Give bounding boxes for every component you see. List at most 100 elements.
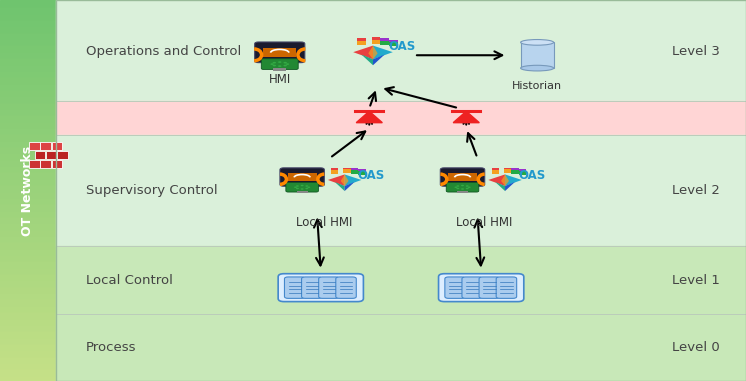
Bar	[56, 101, 746, 135]
Circle shape	[307, 186, 310, 188]
Bar	[0, 368, 56, 375]
Bar	[0, 133, 56, 140]
Polygon shape	[361, 54, 373, 65]
Text: Operations and Control: Operations and Control	[86, 45, 241, 58]
Bar	[0, 83, 56, 89]
Text: Historian: Historian	[512, 82, 562, 91]
Bar	[389, 42, 398, 46]
FancyBboxPatch shape	[301, 277, 322, 298]
Bar	[0, 324, 56, 330]
Bar	[0, 210, 56, 216]
Bar	[0, 102, 56, 108]
FancyBboxPatch shape	[479, 277, 500, 298]
Bar	[56, 314, 746, 381]
Bar	[0, 267, 56, 273]
Polygon shape	[341, 174, 348, 186]
Bar	[0, 108, 56, 114]
Polygon shape	[454, 111, 479, 123]
Text: Local Control: Local Control	[86, 274, 172, 287]
Text: OAS: OAS	[518, 169, 545, 182]
Circle shape	[301, 185, 304, 186]
Bar	[0, 216, 56, 222]
Bar	[504, 169, 511, 173]
Circle shape	[278, 65, 281, 67]
Bar	[358, 169, 366, 173]
Polygon shape	[505, 174, 521, 186]
Bar	[518, 171, 526, 175]
Circle shape	[286, 63, 289, 65]
Bar	[331, 170, 339, 174]
FancyBboxPatch shape	[51, 142, 62, 150]
Bar	[0, 375, 56, 381]
FancyBboxPatch shape	[439, 274, 524, 302]
Bar	[0, 222, 56, 229]
Bar	[0, 336, 56, 343]
Bar	[0, 178, 56, 184]
Bar	[380, 41, 389, 45]
Bar	[0, 159, 56, 165]
Circle shape	[278, 61, 281, 63]
Bar	[0, 152, 56, 159]
Circle shape	[272, 65, 276, 66]
Bar	[0, 254, 56, 260]
Bar	[0, 279, 56, 286]
Text: Local HMI: Local HMI	[295, 216, 352, 229]
Circle shape	[461, 188, 464, 190]
Text: Process: Process	[86, 341, 137, 354]
Bar	[0, 19, 56, 26]
FancyBboxPatch shape	[29, 142, 40, 150]
Polygon shape	[369, 46, 377, 59]
Ellipse shape	[521, 40, 554, 45]
Bar	[518, 169, 526, 173]
Text: HMI: HMI	[269, 73, 291, 86]
Bar	[0, 26, 56, 32]
Polygon shape	[489, 174, 505, 186]
FancyBboxPatch shape	[46, 151, 57, 159]
Bar	[0, 146, 56, 152]
Polygon shape	[501, 174, 509, 186]
Bar	[0, 13, 56, 19]
Bar	[0, 89, 56, 95]
Circle shape	[305, 188, 308, 189]
Bar	[0, 190, 56, 197]
Bar	[0, 114, 56, 121]
Bar	[0, 286, 56, 292]
Circle shape	[272, 62, 276, 64]
Text: Level 0: Level 0	[672, 341, 720, 354]
Text: OAS: OAS	[389, 40, 416, 53]
Bar	[0, 57, 56, 64]
Bar	[0, 32, 56, 38]
FancyBboxPatch shape	[40, 160, 51, 168]
Bar	[0, 298, 56, 305]
Bar	[492, 168, 499, 172]
Bar	[457, 191, 468, 194]
Ellipse shape	[521, 65, 554, 71]
Text: OT Networks: OT Networks	[21, 146, 34, 235]
Bar	[288, 173, 316, 181]
Bar	[0, 51, 56, 57]
Bar	[0, 127, 56, 133]
Polygon shape	[328, 174, 345, 186]
Bar	[0, 248, 56, 254]
Bar	[0, 165, 56, 171]
FancyBboxPatch shape	[280, 168, 325, 186]
FancyBboxPatch shape	[286, 182, 319, 192]
Bar	[0, 292, 56, 298]
Bar	[357, 38, 366, 43]
Bar	[372, 40, 380, 44]
Bar	[297, 191, 307, 194]
Bar	[0, 317, 56, 324]
Polygon shape	[345, 182, 354, 191]
Bar	[0, 38, 56, 45]
Bar	[0, 311, 56, 317]
Bar	[263, 48, 296, 58]
FancyBboxPatch shape	[462, 277, 483, 298]
Bar	[521, 42, 554, 68]
Circle shape	[301, 188, 304, 190]
Circle shape	[305, 185, 308, 187]
FancyBboxPatch shape	[57, 151, 68, 159]
Circle shape	[296, 188, 299, 189]
Text: Supervisory Control: Supervisory Control	[86, 184, 217, 197]
Bar	[343, 168, 351, 171]
Bar	[358, 171, 366, 175]
